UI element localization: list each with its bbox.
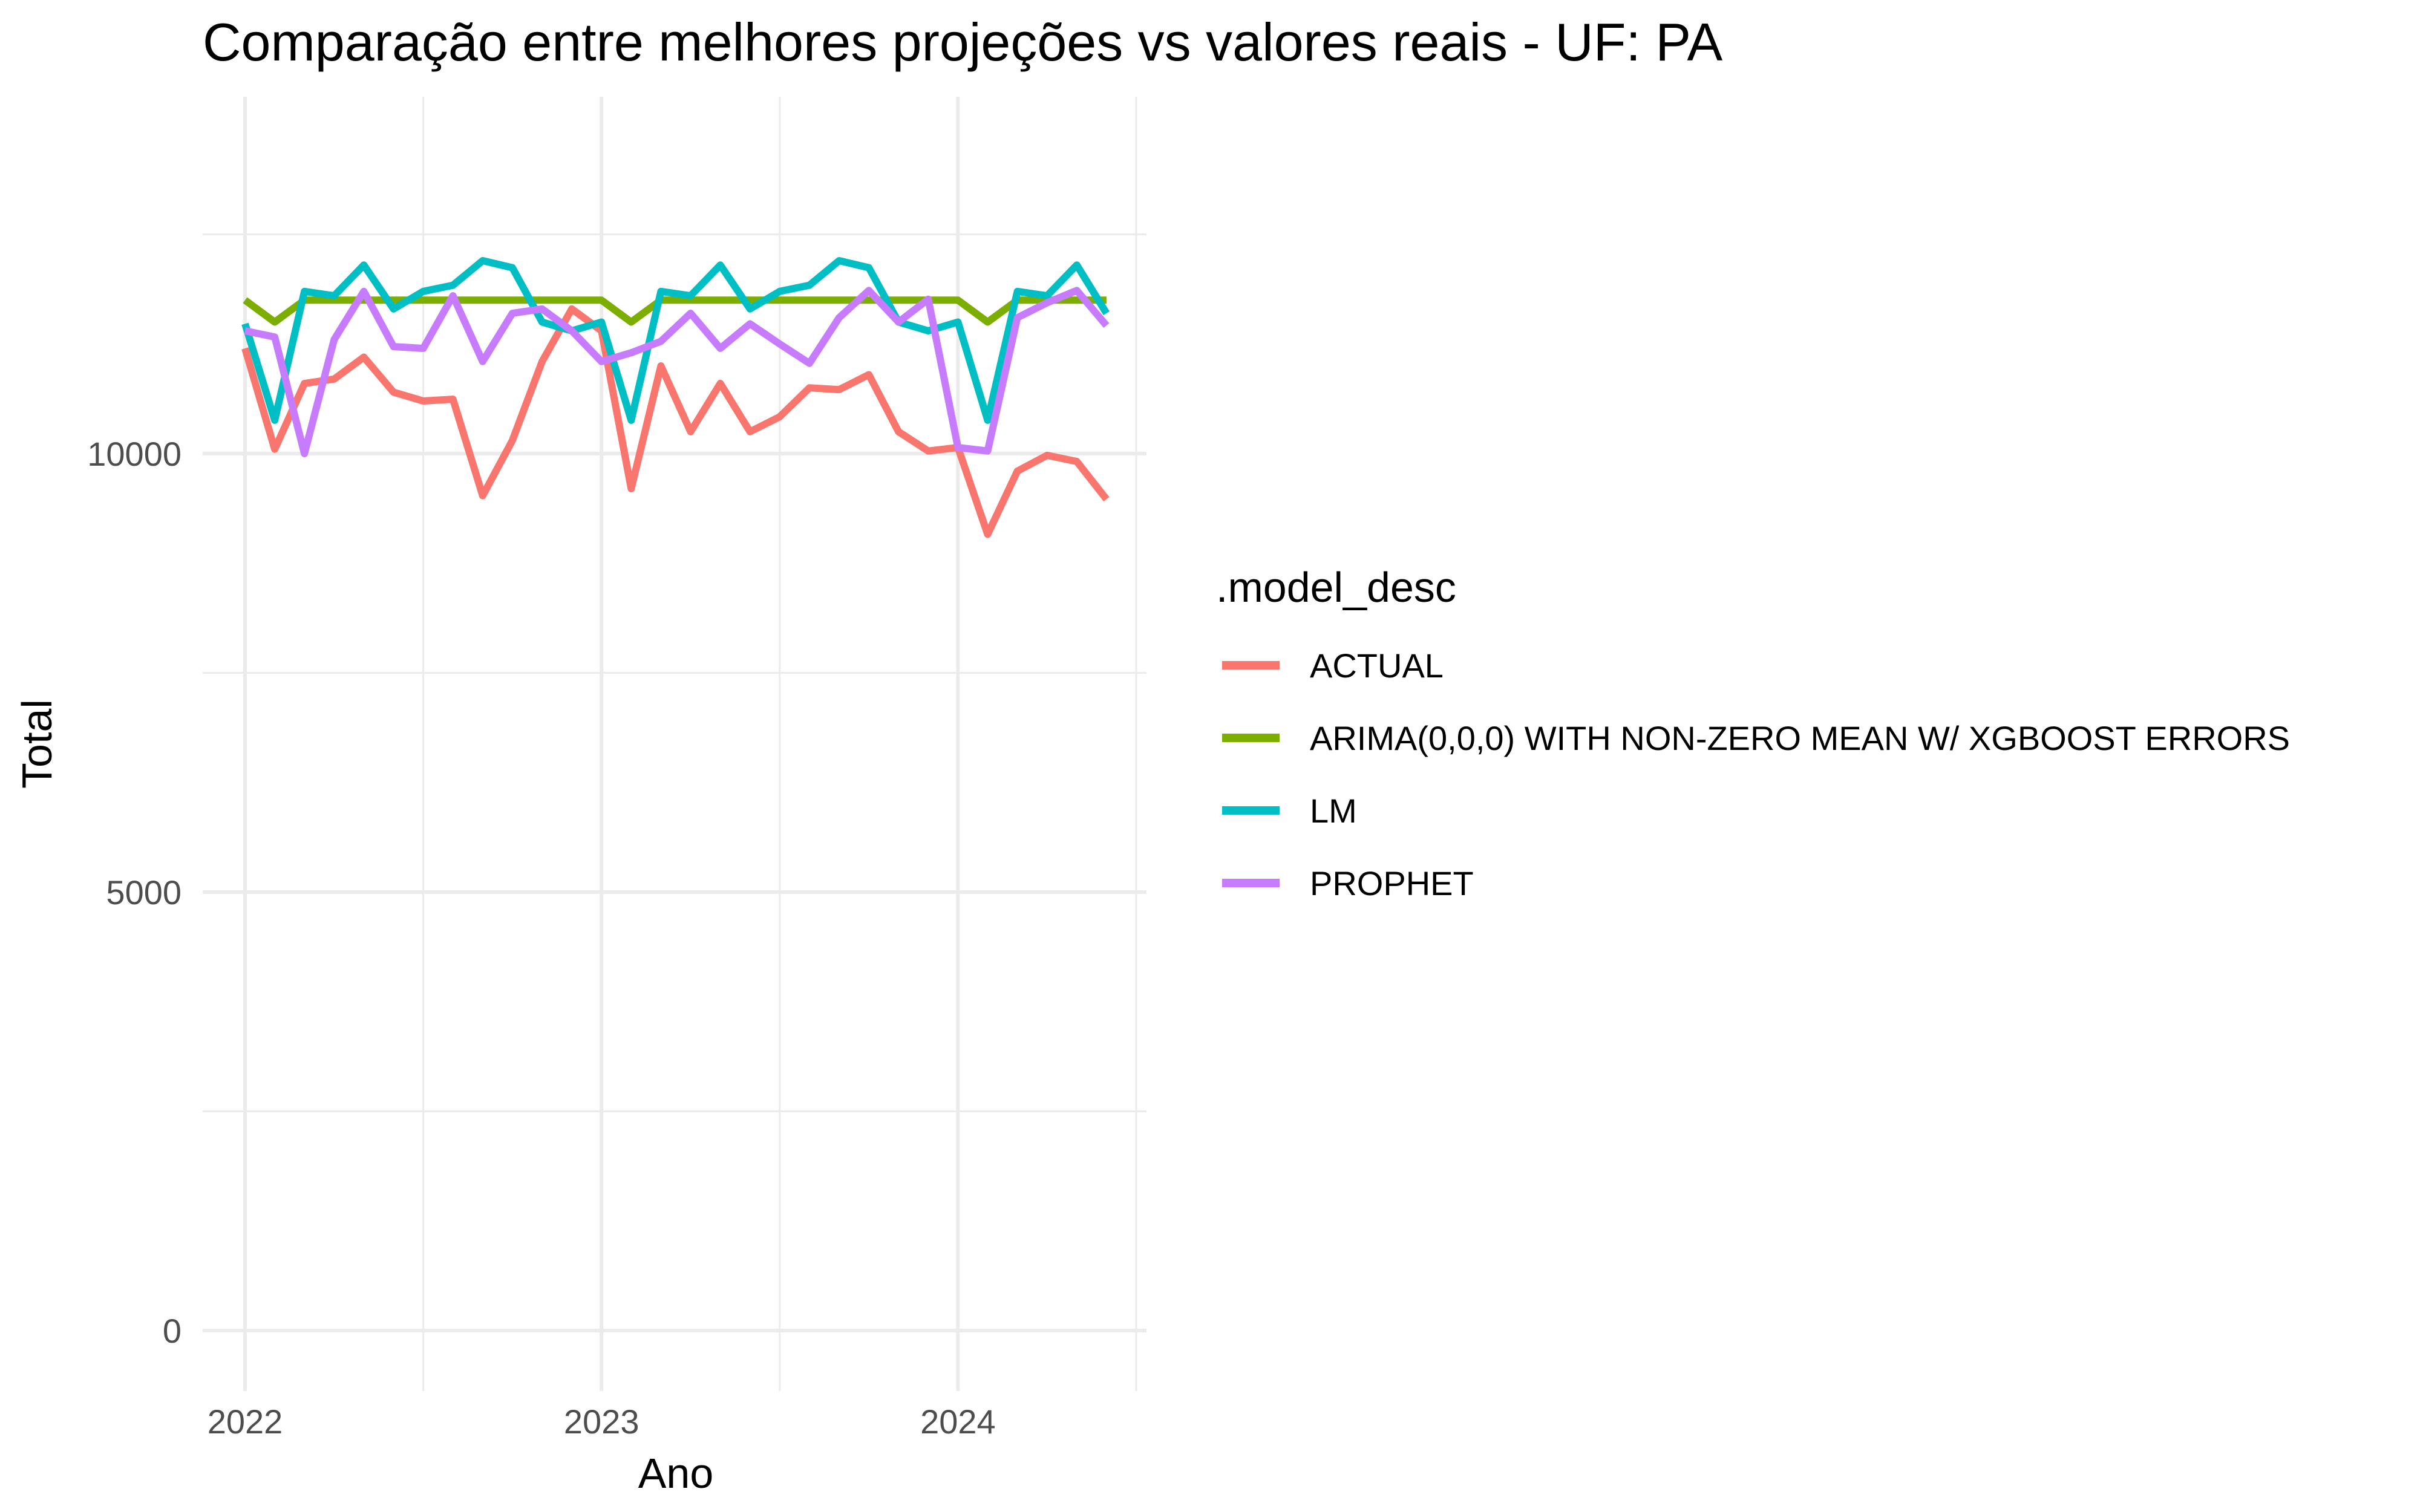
legend-title: .model_desc	[1216, 564, 1456, 611]
legend-label-2: ARIMA(0,0,0) WITH NON-ZERO MEAN W/ XGBOO…	[1310, 719, 2290, 757]
chart-title: Comparação entre melhores projeções vs v…	[203, 12, 1723, 72]
y-tick-label: 0	[163, 1312, 182, 1350]
x-tick-label: 2023	[564, 1403, 639, 1441]
x-tick-label: 2022	[208, 1403, 283, 1441]
legend-label-4: PROPHET	[1310, 864, 1474, 902]
legend: .model_desc ACTUAL ARIMA(0,0,0) WITH NON-…	[1216, 564, 2290, 902]
legend-label-3: LM	[1310, 792, 1357, 830]
y-tick-label: 5000	[106, 873, 182, 911]
x-tick-label: 2024	[920, 1403, 996, 1441]
x-axis-ticks: 2022 2023 2024	[208, 1403, 996, 1441]
legend-label-1: ACTUAL	[1310, 647, 1444, 685]
series-line-4	[244, 287, 1110, 457]
series-line-1	[241, 305, 1110, 538]
series-line-3	[241, 257, 1110, 424]
y-axis-ticks: 0 5000 10000	[87, 435, 182, 1350]
legend-items: ACTUAL ARIMA(0,0,0) WITH NON-ZERO MEAN W/…	[1222, 647, 2290, 902]
plot-grid	[203, 97, 1146, 1391]
series-lines	[241, 257, 1110, 538]
y-tick-label: 10000	[87, 435, 182, 473]
x-axis-title: Ano	[638, 1450, 714, 1497]
y-axis-title: Total	[13, 699, 60, 789]
